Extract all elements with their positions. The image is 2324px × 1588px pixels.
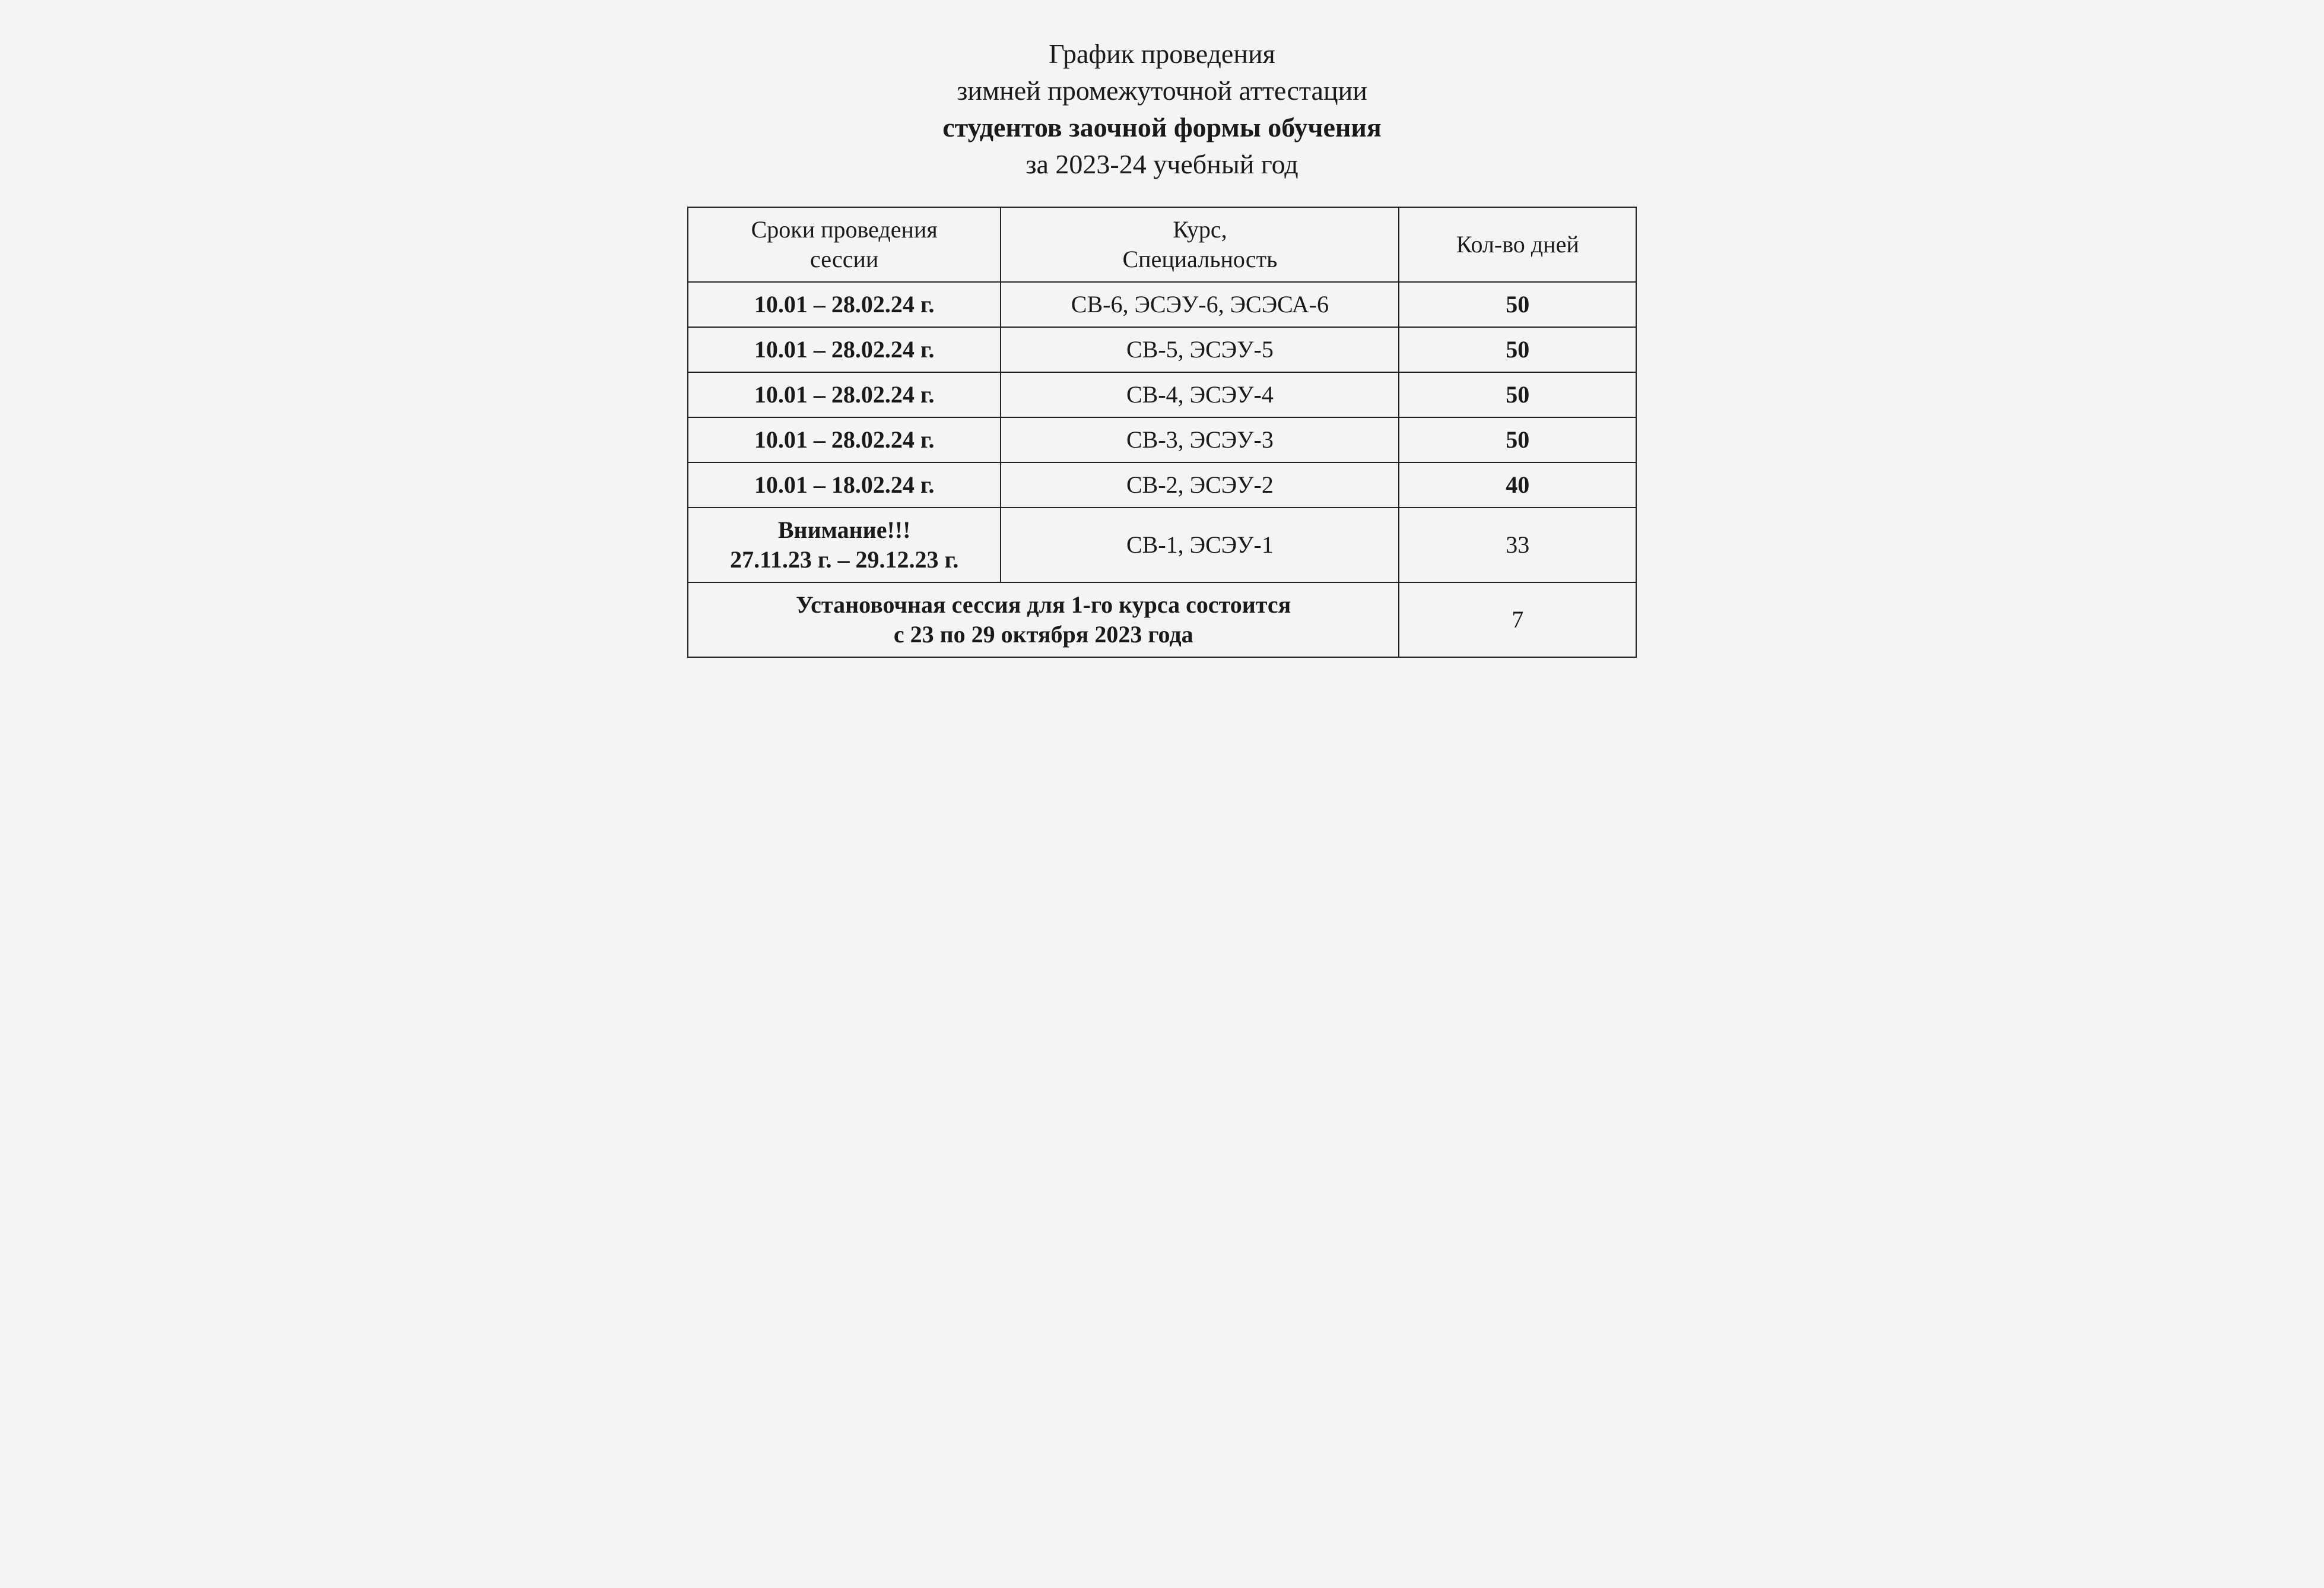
title-line-2: зимней промежуточной аттестации <box>687 72 1637 109</box>
cell-days: 50 <box>1399 417 1636 462</box>
cell-dates: 10.01 – 28.02.24 г. <box>688 417 1001 462</box>
title-line-4: за 2023-24 учебный год <box>687 146 1637 183</box>
cell-course: СВ-4, ЭСЭУ-4 <box>1001 372 1399 417</box>
document-page: График проведения зимней промежуточной а… <box>687 36 1637 658</box>
table-row: Внимание!!! 27.11.23 г. – 29.12.23 г. СВ… <box>688 508 1636 582</box>
table-body: 10.01 – 28.02.24 г. СВ-6, ЭСЭУ-6, ЭСЭСА-… <box>688 282 1636 657</box>
cell-course: СВ-2, ЭСЭУ-2 <box>1001 462 1399 508</box>
cell-course: СВ-6, ЭСЭУ-6, ЭСЭСА-6 <box>1001 282 1399 327</box>
cell-days: 50 <box>1399 282 1636 327</box>
col-header-dates: Сроки проведения сессии <box>688 207 1001 282</box>
cell-days: 50 <box>1399 327 1636 372</box>
cell-dates: Внимание!!! 27.11.23 г. – 29.12.23 г. <box>688 508 1001 582</box>
cell-course: СВ-1, ЭСЭУ-1 <box>1001 508 1399 582</box>
table-row: 10.01 – 28.02.24 г. СВ-5, ЭСЭУ-5 50 <box>688 327 1636 372</box>
col-header-days: Кол-во дней <box>1399 207 1636 282</box>
cell-dates: 10.01 – 28.02.24 г. <box>688 372 1001 417</box>
table-row: 10.01 – 28.02.24 г. СВ-3, ЭСЭУ-3 50 <box>688 417 1636 462</box>
table-header-row: Сроки проведения сессии Курс, Специально… <box>688 207 1636 282</box>
table-row: 10.01 – 18.02.24 г. СВ-2, ЭСЭУ-2 40 <box>688 462 1636 508</box>
title-line-3: студентов заочной формы обучения <box>687 109 1637 146</box>
cell-dates: 10.01 – 28.02.24 г. <box>688 327 1001 372</box>
cell-dates: 10.01 – 18.02.24 г. <box>688 462 1001 508</box>
col-header-course: Курс, Специальность <box>1001 207 1399 282</box>
cell-course: СВ-3, ЭСЭУ-3 <box>1001 417 1399 462</box>
cell-course: СВ-5, ЭСЭУ-5 <box>1001 327 1399 372</box>
cell-footer-span: Установочная сессия для 1-го курса состо… <box>688 582 1399 657</box>
title-line-1: График проведения <box>687 36 1637 72</box>
table-row: 10.01 – 28.02.24 г. СВ-6, ЭСЭУ-6, ЭСЭСА-… <box>688 282 1636 327</box>
title-block: График проведения зимней промежуточной а… <box>687 36 1637 183</box>
cell-footer-days: 7 <box>1399 582 1636 657</box>
cell-dates: 10.01 – 28.02.24 г. <box>688 282 1001 327</box>
table-row: 10.01 – 28.02.24 г. СВ-4, ЭСЭУ-4 50 <box>688 372 1636 417</box>
cell-days: 50 <box>1399 372 1636 417</box>
cell-days: 40 <box>1399 462 1636 508</box>
schedule-table: Сроки проведения сессии Курс, Специально… <box>687 207 1637 658</box>
table-footer-row: Установочная сессия для 1-го курса состо… <box>688 582 1636 657</box>
cell-days: 33 <box>1399 508 1636 582</box>
